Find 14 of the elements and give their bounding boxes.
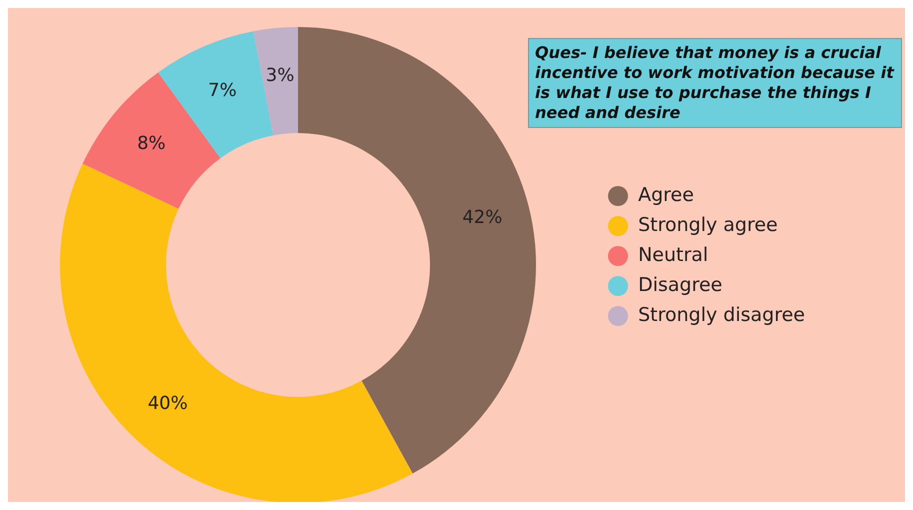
- text: Ques- I believe that money is a crucial incentive to work motivation because it is what I use to purchase the things I need and desire: [528, 38, 902, 128]
- data-label: 40%: [148, 393, 188, 414]
- donut-slice: [298, 27, 536, 474]
- data-label: 7%: [208, 80, 237, 101]
- legend-label: Neutral: [638, 244, 708, 266]
- legend-label: Agree: [638, 184, 694, 206]
- data-label: 8%: [137, 133, 166, 154]
- legend-label: Strongly disagree: [638, 304, 805, 326]
- donut-slice: [60, 164, 413, 502]
- data-label: 42%: [462, 207, 502, 228]
- donut-slice: [253, 27, 298, 136]
- legend-label: Strongly agree: [638, 214, 778, 236]
- data-label: 3%: [266, 65, 294, 86]
- legend-label: Disagree: [638, 274, 722, 296]
